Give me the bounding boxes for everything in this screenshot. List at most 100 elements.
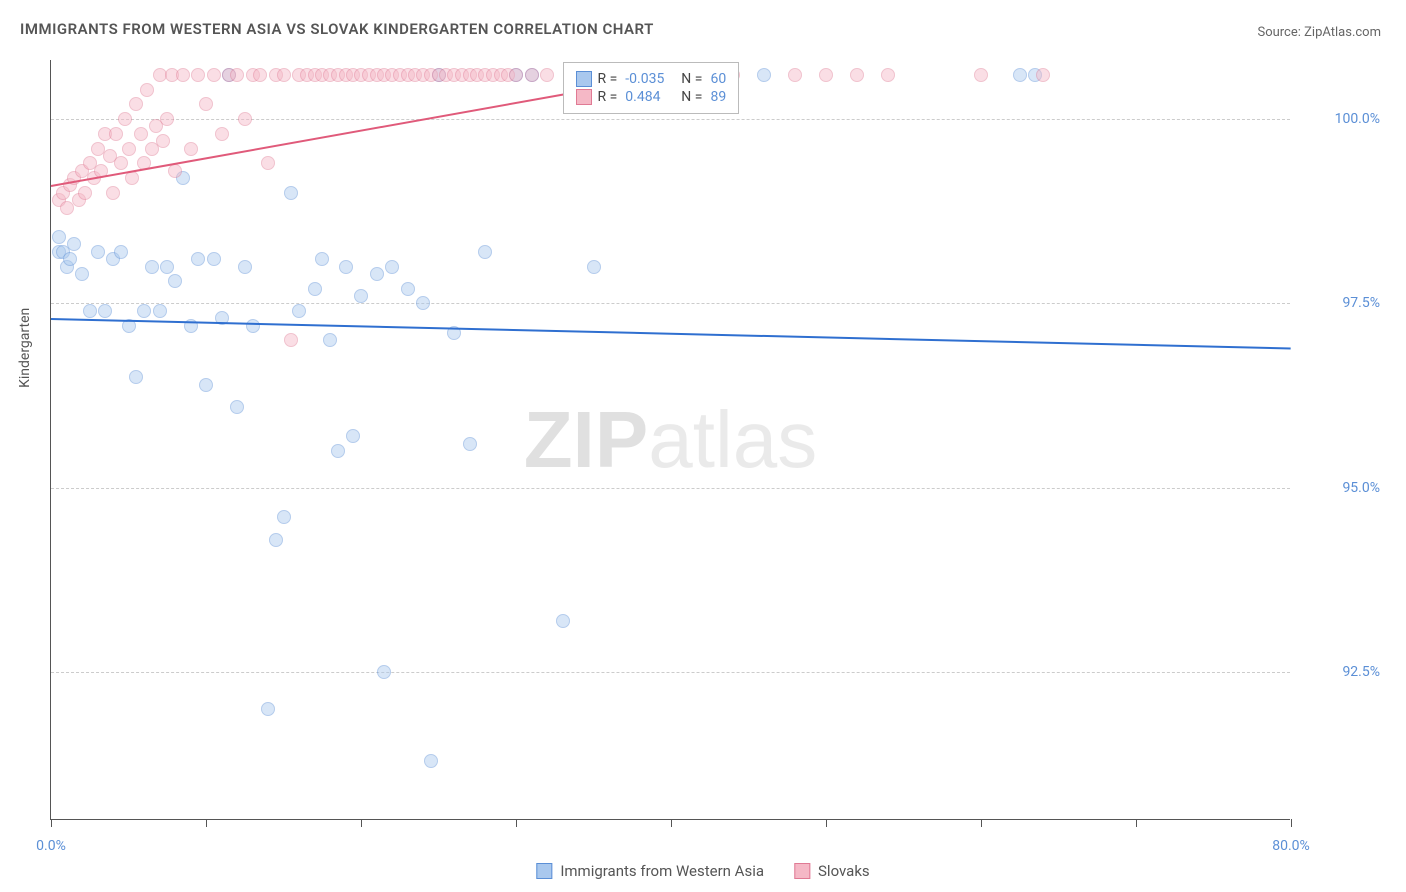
x-tick: [981, 819, 982, 827]
x-tick: [361, 819, 362, 827]
data-point: [261, 156, 275, 170]
data-point: [156, 134, 170, 148]
data-point: [75, 267, 89, 281]
grid-line-h: [51, 488, 1290, 489]
bottom-legend-label: Immigrants from Western Asia: [560, 862, 764, 880]
watermark-bold: ZIP: [524, 395, 648, 484]
data-point: [1036, 68, 1050, 82]
data-point: [63, 252, 77, 266]
data-point: [118, 112, 132, 126]
data-point: [788, 68, 802, 82]
data-point: [52, 230, 66, 244]
x-tick-label: 0.0%: [36, 838, 66, 854]
data-point: [137, 304, 151, 318]
data-point: [114, 156, 128, 170]
data-point: [253, 68, 267, 82]
data-point: [331, 444, 345, 458]
grid-line-h: [51, 303, 1290, 304]
x-tick: [1291, 819, 1292, 827]
x-tick: [516, 819, 517, 827]
legend-n-value: 89: [710, 89, 726, 105]
data-point: [416, 296, 430, 310]
data-point: [168, 164, 182, 178]
data-point: [284, 333, 298, 347]
legend-row: R =0.484N =89: [576, 89, 727, 105]
legend-swatch: [794, 863, 810, 879]
data-point: [757, 68, 771, 82]
y-tick-label: 97.5%: [1300, 295, 1380, 311]
data-point: [261, 702, 275, 716]
data-point: [269, 533, 283, 547]
y-tick-label: 95.0%: [1300, 480, 1380, 496]
legend-r-value: 0.484: [625, 89, 675, 105]
data-point: [67, 237, 81, 251]
data-point: [191, 252, 205, 266]
data-point: [91, 245, 105, 259]
data-point: [207, 68, 221, 82]
data-point: [199, 378, 213, 392]
data-point: [478, 245, 492, 259]
data-point: [315, 252, 329, 266]
data-point: [346, 429, 360, 443]
data-point: [354, 289, 368, 303]
data-point: [540, 68, 554, 82]
data-point: [385, 260, 399, 274]
legend-swatch: [576, 71, 592, 87]
bottom-legend: Immigrants from Western Asia Slovaks: [536, 862, 869, 880]
source-attribution: Source: ZipAtlas.com: [1257, 25, 1381, 40]
data-point: [308, 282, 322, 296]
data-point: [556, 614, 570, 628]
x-tick: [206, 819, 207, 827]
data-point: [509, 68, 523, 82]
data-point: [191, 68, 205, 82]
data-point: [122, 142, 136, 156]
data-point: [168, 274, 182, 288]
data-point: [401, 282, 415, 296]
data-point: [238, 260, 252, 274]
data-point: [83, 304, 97, 318]
bottom-legend-label: Slovaks: [818, 862, 870, 880]
data-point: [176, 68, 190, 82]
legend-r-label: R =: [598, 71, 618, 87]
data-point: [463, 437, 477, 451]
data-point: [974, 68, 988, 82]
data-point: [819, 68, 833, 82]
legend-n-value: 60: [710, 71, 726, 87]
data-point: [184, 142, 198, 156]
trend-line: [51, 318, 1291, 350]
data-point: [850, 68, 864, 82]
data-point: [78, 186, 92, 200]
bottom-legend-item: Immigrants from Western Asia: [536, 862, 764, 880]
y-tick-label: 92.5%: [1300, 664, 1380, 680]
data-point: [114, 245, 128, 259]
data-point: [292, 304, 306, 318]
data-point: [238, 112, 252, 126]
data-point: [587, 260, 601, 274]
data-point: [207, 252, 221, 266]
data-point: [525, 68, 539, 82]
legend-swatch: [576, 89, 592, 105]
data-point: [106, 186, 120, 200]
y-axis-title: Kindergarten: [17, 308, 33, 388]
data-point: [339, 260, 353, 274]
data-point: [246, 319, 260, 333]
watermark-light: atlas: [648, 395, 817, 484]
data-point: [230, 400, 244, 414]
bottom-legend-item: Slovaks: [794, 862, 870, 880]
x-tick: [51, 819, 52, 827]
plot-area: ZIPatlas 92.5%95.0%97.5%100.0%0.0%80.0%R…: [50, 60, 1290, 820]
chart-container: IMMIGRANTS FROM WESTERN ASIA VS SLOVAK K…: [0, 0, 1406, 892]
y-tick-label: 100.0%: [1300, 111, 1380, 127]
legend-row: R =-0.035N =60: [576, 71, 727, 87]
data-point: [284, 186, 298, 200]
data-point: [134, 127, 148, 141]
x-tick: [826, 819, 827, 827]
legend-n-label: N =: [681, 89, 702, 105]
data-point: [109, 127, 123, 141]
data-point: [129, 97, 143, 111]
data-point: [153, 304, 167, 318]
x-tick-label: 80.0%: [1272, 838, 1310, 854]
x-tick: [1136, 819, 1137, 827]
data-point: [145, 260, 159, 274]
data-point: [323, 333, 337, 347]
